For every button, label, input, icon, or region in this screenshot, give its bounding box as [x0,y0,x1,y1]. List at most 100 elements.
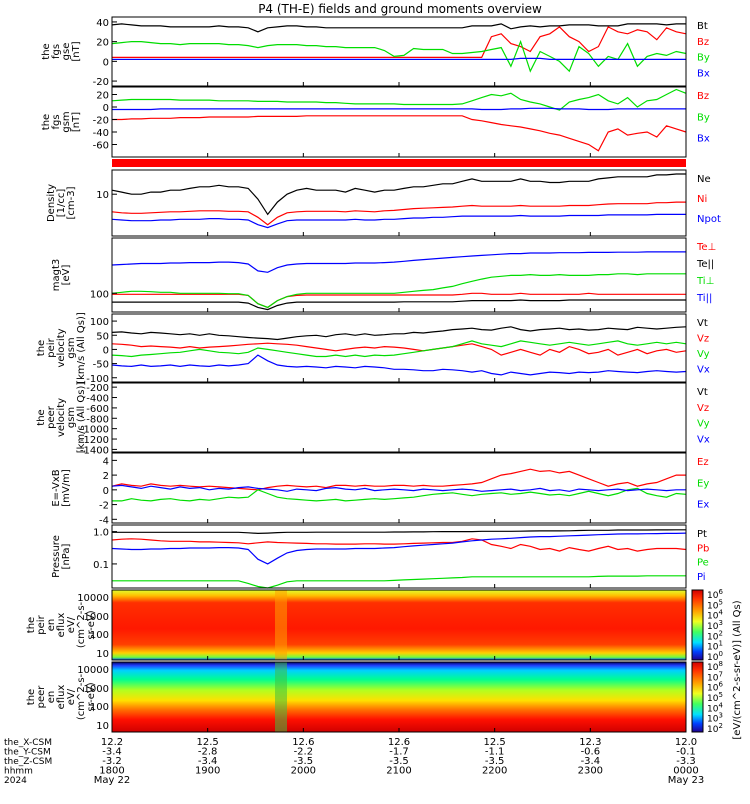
x-tick-label: May 22 [94,775,131,786]
legend-Pb: Pb [697,543,709,554]
legend-Ti||: Ti|| [696,293,712,304]
panel-bg [112,17,686,86]
series-By [111,88,687,111]
y-tick-label: 10 [96,190,109,201]
y-tick-label: 20 [96,38,109,49]
legend-Vy: Vy [697,349,710,360]
y-axis-label: E=-VxB [51,469,62,506]
y-tick-label: -1400 [80,445,109,456]
series-Ex [111,484,686,492]
x-tick-label: -2.8 [198,747,218,758]
y-tick-label: 0 [103,486,109,497]
y-axis-label: (cm^2-s- [76,673,87,720]
panel-density: 10 Ne Ni Npot Density [1/cc] [cm-3] [46,169,721,237]
legend-Vx: Vx [697,365,710,376]
series-Bt [111,23,686,33]
legend-Pt: Pt [697,529,707,540]
y-tick-label: -40 [93,128,109,139]
series-Vy [111,340,687,358]
x-tick-label: 12.3 [579,737,601,748]
legend-Vt: Vt [697,387,708,398]
y-axis-label: [1/cc] [56,189,67,218]
series-Bx [112,107,686,111]
x-tick-label: -1.7 [389,747,409,758]
y-axis-label: [mV/m] [61,469,72,507]
y-tick-label: 0 [103,345,109,356]
legend-Ey: Ey [697,478,709,489]
series-Te|| [112,299,686,311]
x-tick-label: -2.2 [294,747,314,758]
series-Pi [111,532,687,565]
y-axis-label: [km/s (All Qs)] [76,382,87,454]
y-tick-label: 0 [103,57,109,68]
y-axis-label: Density [46,184,57,222]
y-tick-label: -4 [99,515,109,526]
panel-peer_eflux: 10000 1000 100 10 the peer en eflux eV/(cm^2-s-s… [26,661,687,733]
y-axis-label: gse [61,43,72,61]
x-tick-label: -3.4 [581,756,601,767]
y-tick-label: -800 [86,414,109,425]
x-tick-label: -1.1 [485,747,505,758]
y-axis-label: en [46,619,57,632]
y-axis-label: the [36,409,47,425]
y-axis-label: the [41,114,52,130]
panel-peer_velocity: -200-400-600-800-1000-1200-1400 Vt Vz Vy Vx t… [36,382,710,457]
y-axis-label: the [26,689,37,705]
legend-Ex: Ex [697,500,709,511]
series-Vz [111,342,687,356]
y-axis-label: gsm [66,337,77,358]
legend-Pi: Pi [697,572,706,583]
series-Bz [112,26,687,58]
panel-bg [112,170,686,236]
x-row-label: the_Z-CSM [4,757,52,767]
y-axis-label: gsm [61,111,72,132]
y-tick-label: 40 [96,18,109,29]
y-tick-label: 0 [103,103,109,114]
series-Ti⊥ [111,273,686,309]
x-tick-label: -3.3 [676,756,696,767]
series-Bz [112,115,687,152]
colorbar: 1061051041031021011001081071061051041031… [691,588,743,740]
y-axis-label: fgs [51,44,62,59]
legend-Ni: Ni [697,194,707,205]
series-Vt [111,326,687,341]
y-axis-label: Pressure [51,535,62,578]
y-axis-label: fgs [51,114,62,129]
colorbar-strip [691,661,704,733]
y-tick-label: -200 [86,383,109,394]
series-Ti|| [111,251,686,273]
y-axis-label: velocity [56,328,67,367]
x-tick-label: 12.0 [675,737,697,748]
legend-Vy: Vy [697,419,710,430]
y-axis-label: magt3 [51,259,62,292]
y-tick-label: 100 [90,289,109,300]
legend-Ti⊥: Ti⊥ [696,276,714,287]
y-tick-label: 4 [103,456,109,467]
legend-By: By [697,112,710,123]
y-axis-label: peir [46,337,57,357]
x-tick-label: -3.5 [389,756,409,767]
spectrogram [112,662,686,732]
spectrogram-feature [275,662,287,732]
legend-Bt: Bt [697,21,708,32]
y-axis-label: [km/s (All Qs)] [76,312,87,384]
x-tick-label: 12.5 [197,737,219,748]
y-axis-label: velocity [56,398,67,437]
series-Vx [111,354,687,376]
x-tick-label: 12.5 [484,737,506,748]
y-axis-label: (cm^2-s- [76,601,87,648]
legend-Bz: Bz [697,37,709,48]
x-tick-label: 0000 [673,766,698,777]
y-axis-label: en [46,691,57,704]
panel-bg [112,453,686,523]
x-tick-label: -0.6 [581,747,601,758]
flag-bar [112,159,686,167]
x-tick-label: 12.6 [388,737,410,748]
y-tick-label: -20 [93,116,109,127]
y-tick-label: 20 [96,91,109,102]
colorbar-strip [691,589,704,661]
y-tick-label: -50 [93,360,109,371]
legend-By: By [697,53,710,64]
series-Ne [111,173,686,216]
